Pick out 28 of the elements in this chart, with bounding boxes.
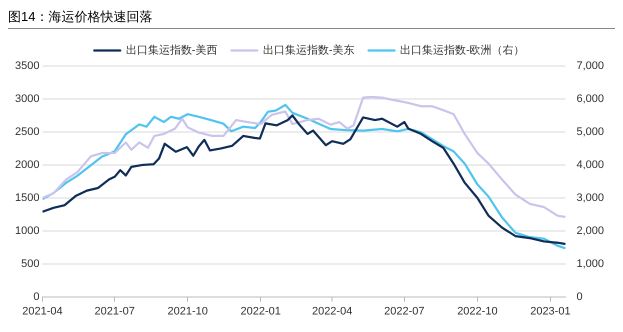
y-tick-label: 2500: [14, 126, 40, 138]
y2-tick-label: 7,000: [576, 60, 604, 72]
x-tick-label: 2022-01: [240, 305, 281, 318]
y-tick-label: 1500: [14, 192, 40, 204]
x-tick-label: 2023-01: [530, 305, 571, 318]
y2-tick-label: 3,000: [576, 192, 604, 204]
y2-tick-label: 0: [576, 290, 583, 303]
y-tick-label: 2000: [14, 158, 40, 171]
legend-label: 出口集运指数-美东: [262, 44, 355, 57]
y2-tick-label: 4,000: [576, 158, 604, 171]
x-tick-label: 2021-07: [94, 305, 135, 318]
chart-title: 图14：海运价格快速回落: [8, 8, 615, 29]
y-tick-label: 1000: [14, 224, 40, 237]
y-tick-label: 3500: [14, 60, 40, 72]
x-tick-label: 2022-04: [312, 305, 352, 318]
y2-tick-label: 5,000: [576, 126, 604, 138]
y-tick-label: 500: [21, 258, 40, 270]
y2-tick-label: 6,000: [576, 93, 604, 106]
x-tick-label: 2021-10: [168, 305, 208, 318]
legend-label: 出口集运指数-欧洲（右）: [400, 44, 525, 57]
x-tick-label: 2022-07: [384, 305, 425, 318]
y-tick-label: 0: [33, 290, 40, 303]
y-tick-label: 3000: [14, 93, 40, 106]
y2-tick-label: 2,000: [576, 224, 604, 237]
legend-label: 出口集运指数-美西: [126, 44, 218, 57]
x-tick-label: 2021-04: [22, 305, 63, 318]
y2-tick-label: 1,000: [576, 258, 604, 270]
x-tick-label: 2022-10: [457, 305, 498, 318]
